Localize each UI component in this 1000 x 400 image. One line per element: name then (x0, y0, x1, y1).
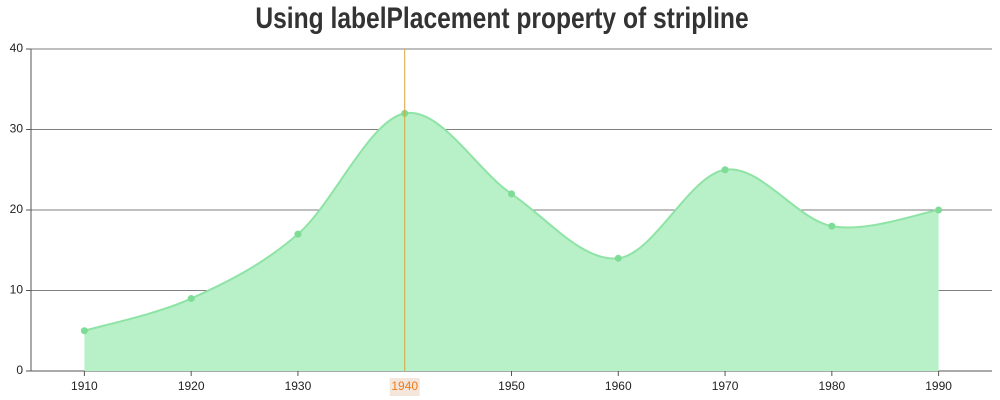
y-tick-label: 10 (10, 283, 24, 297)
x-tick-label: 1990 (925, 379, 952, 393)
point (508, 190, 515, 198)
x-tick-label: 1930 (285, 379, 312, 393)
stripline-label: 1940 (391, 379, 418, 393)
point (80, 327, 88, 335)
point (828, 222, 836, 230)
x-tick-label: 1950 (498, 379, 525, 393)
x-tick-label: 1960 (605, 379, 632, 393)
chart-title: Using labelPlacement property of stripli… (255, 1, 748, 35)
point (294, 230, 302, 238)
point (721, 166, 729, 174)
point (187, 295, 195, 303)
x-tick-label: 1980 (818, 379, 845, 393)
y-tick-label: 0 (16, 363, 23, 377)
x-tick-label: 1920 (178, 379, 205, 393)
y-tick-label: 30 (10, 122, 24, 136)
area (84, 112, 939, 372)
y-tick-label: 20 (10, 202, 24, 216)
stripline-label-bg (389, 378, 420, 396)
x-tick-label: 1910 (71, 379, 98, 393)
x-tick-label: 1970 (712, 379, 739, 393)
point (935, 206, 943, 214)
y-tick-label: 40 (10, 41, 24, 55)
point (614, 254, 622, 262)
